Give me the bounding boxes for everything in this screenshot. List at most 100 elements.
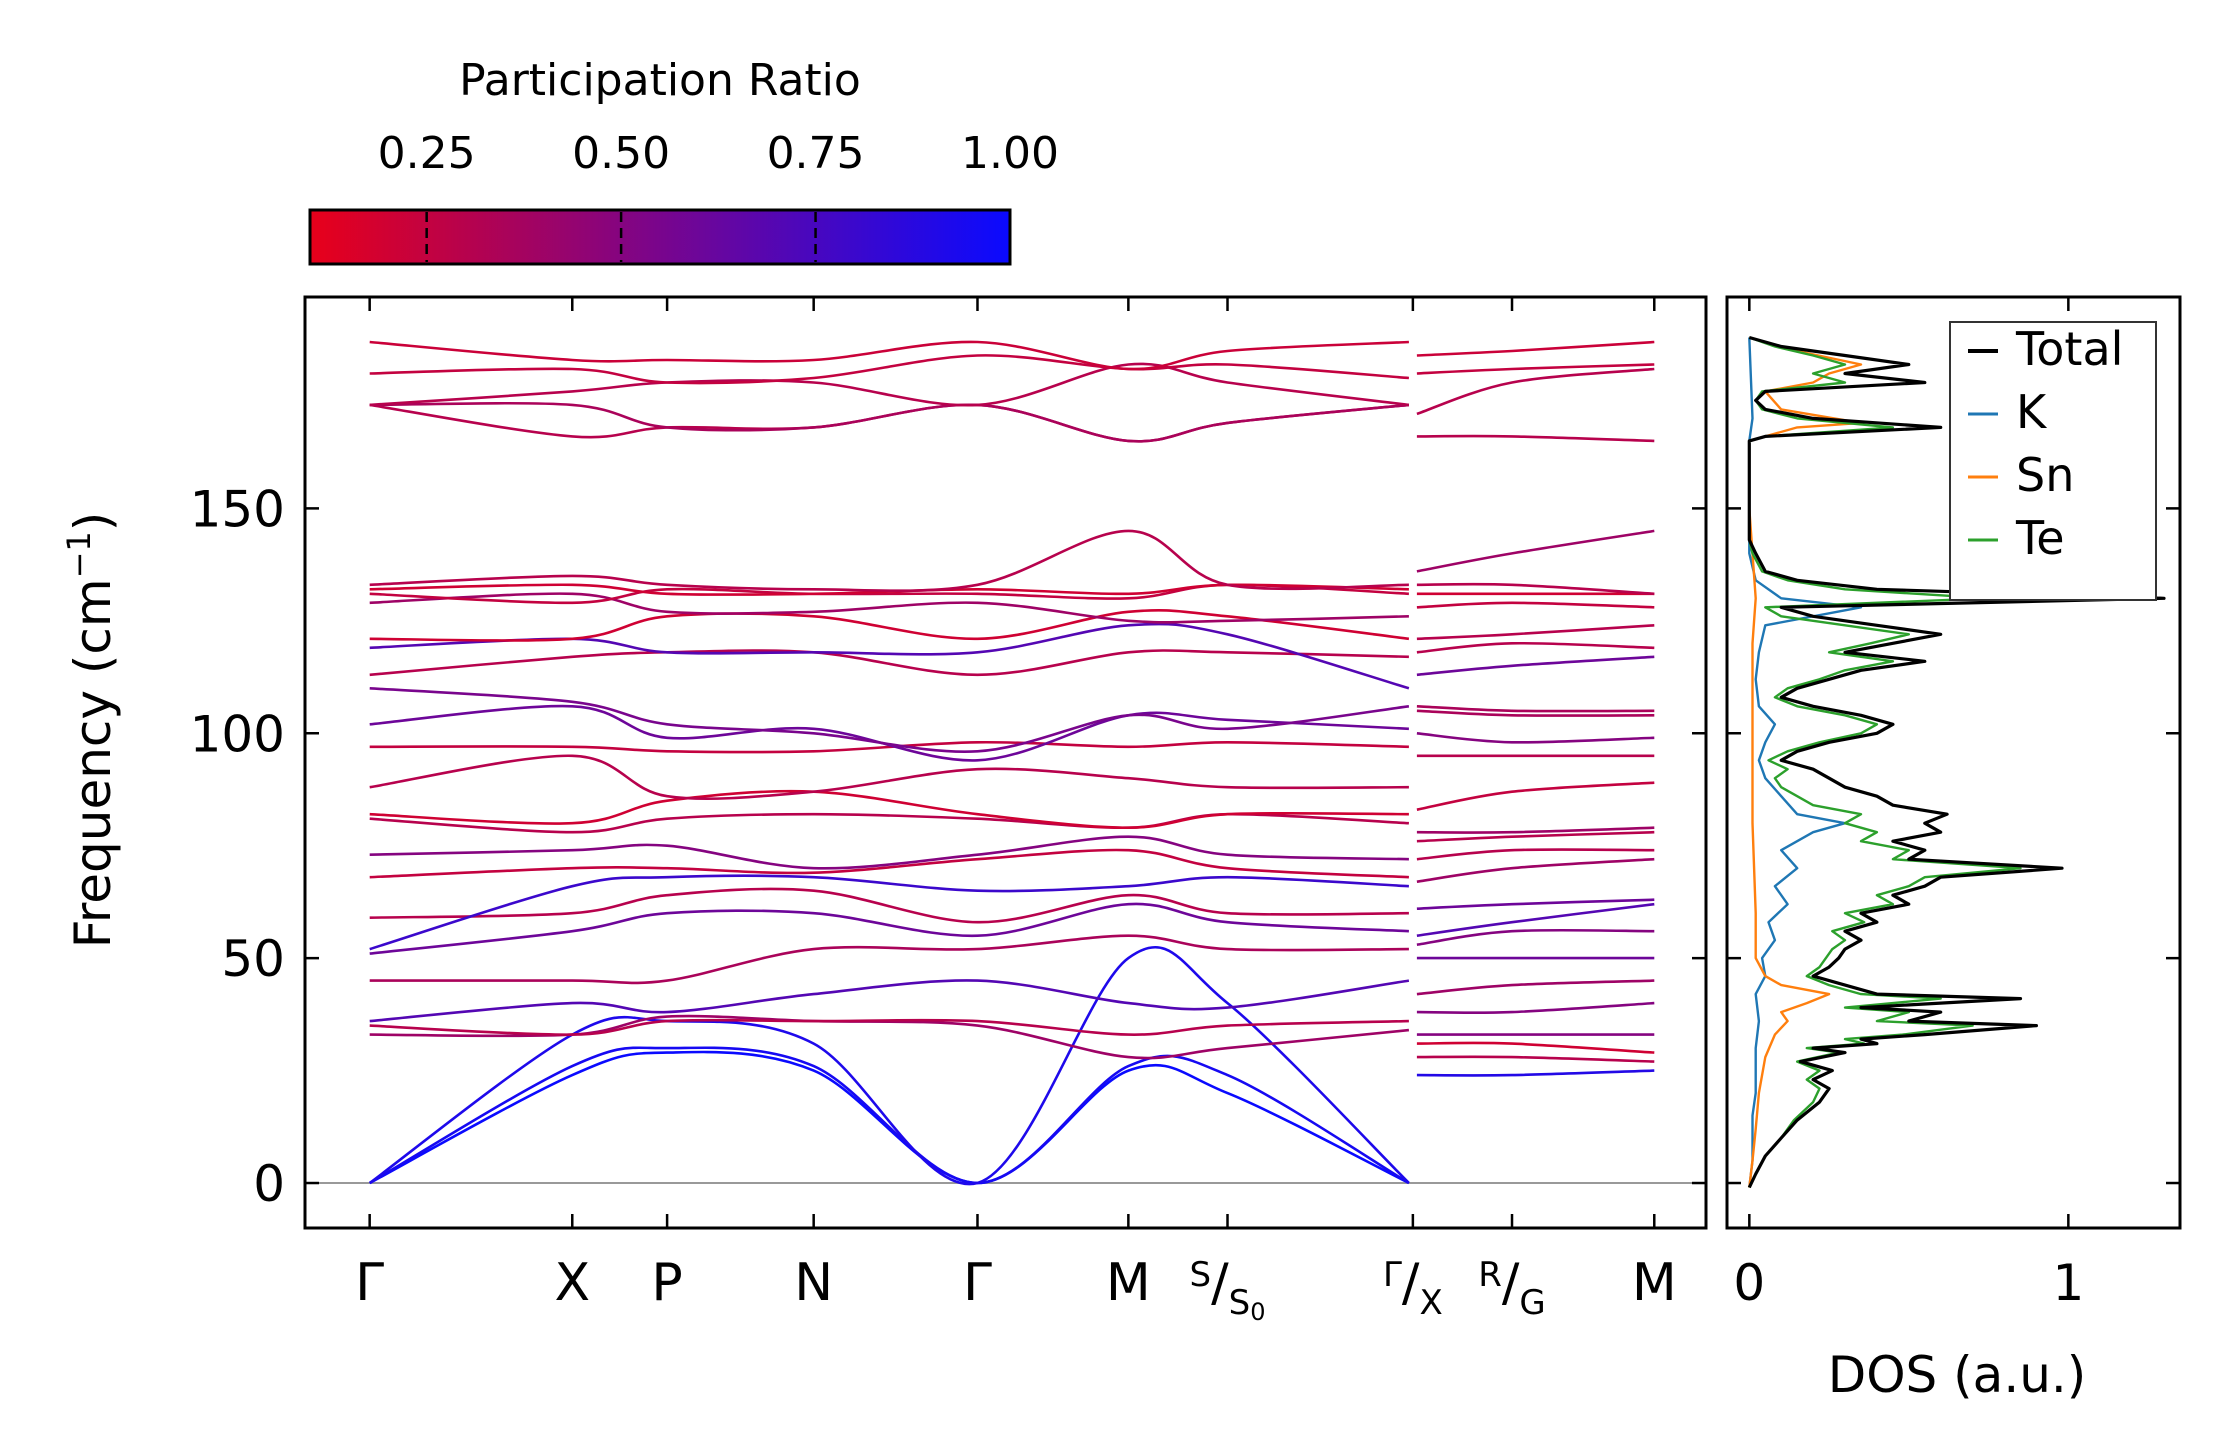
band-line [369,1050,1410,1185]
band-line [369,874,1409,951]
colorbar-tick-label: 0.50 [572,128,670,179]
band-line-right [1416,732,1655,744]
dos-series-k [1748,337,1863,1188]
band-line [369,649,1409,677]
band-line-right [1416,830,1655,843]
kpoint-label: S/S0 [1190,1253,1266,1326]
band-line-right [1416,857,1655,883]
dos-series-total [1747,335,2166,1189]
colorbar-title: Participation Ratio [459,55,861,106]
colorbar-tick-label: 0.25 [378,128,476,179]
band-line [369,902,1409,955]
dispersion-ticks: 0 50 100 150 Γ X P N Γ M S/S0 Γ/X R/G M [190,297,2180,1326]
band-line [369,1014,1410,1060]
band-line [369,789,1409,830]
legend-label: Te [2015,511,2065,565]
band-line-right [1416,705,1655,713]
kpoint-label: Γ [963,1253,992,1313]
band-line [369,754,1409,801]
band-line [369,1018,1409,1036]
colorbar-gradient [308,208,1012,266]
band-line-right [1416,529,1655,573]
band-line-right [1416,928,1655,946]
band-line [369,848,1409,879]
band-line-right [1416,898,1655,910]
kpoint-label: P [651,1253,682,1313]
dos-legend: Total K Sn Te [1949,321,2157,601]
y-tick-label: 100 [190,705,285,763]
kpoint-label: Γ [355,1253,384,1313]
kpoint-label: Γ/X [1383,1253,1443,1323]
band-line-right [1416,709,1655,717]
band-line [369,401,1410,443]
dispersion-plot: 0 50 100 150 Γ X P N Γ M S/S0 Γ/X R/G M Frequency (cm… [60,295,2180,1326]
band-line-right [1416,781,1655,811]
band-lines [305,340,1706,1186]
band-line [369,887,1409,924]
band-line-right [1416,979,1655,996]
colorbar-tick-label: 1.00 [961,128,1059,179]
band-line [369,340,1409,371]
y-axis-label: Frequency (cm−1) [60,512,122,949]
legend-label: Total [2015,322,2123,376]
y-tick-label: 150 [190,480,285,538]
band-line [369,354,1409,385]
y-tick-label: 50 [221,930,285,988]
band-line [369,934,1409,985]
band-line-right [1416,367,1655,416]
kpoint-label: X [554,1253,590,1313]
band-line [369,835,1409,870]
dos-x-tick-label: 1 [2052,1254,2084,1312]
kpoint-label: N [794,1253,833,1313]
y-tick-label: 0 [253,1155,285,1213]
colorbar-ticks: 0.25 0.50 0.75 1.00 [378,128,1059,262]
kpoint-label: R/G [1478,1253,1546,1323]
dos-x-axis-label: DOS (a.u.) [1828,1346,2087,1404]
kpoint-label: M [1106,1253,1151,1313]
band-line-right [1416,601,1655,609]
kpoint-label: M [1632,1253,1677,1313]
band-line [369,687,1410,753]
band-line-right [1416,655,1655,677]
band-line-right [1416,826,1655,834]
band-line-right [1416,582,1655,596]
band-line [369,608,1410,642]
band-line-right [1416,434,1655,443]
band-line-right [1416,1041,1655,1054]
legend-label: K [2016,385,2048,439]
band-line [369,362,1410,407]
band-line-right [1416,641,1655,654]
band-line-right [1416,363,1655,375]
band-line [369,1046,1410,1185]
y-axis-label-sup: −1 [60,531,98,578]
band-line [369,979,1410,1023]
y-axis-label-main: Frequency (cm [64,578,122,948]
dos-series-sn [1748,336,1863,1188]
band-line-right [1416,1055,1655,1063]
band-line [369,592,1409,624]
band-line-right [1416,1001,1655,1015]
colorbar-tick-label: 0.75 [767,128,865,179]
band-line-right [1416,1069,1655,1077]
dispersion-frame [303,295,1708,1230]
legend-label: Sn [2016,448,2074,502]
band-line [369,403,1410,443]
band-line-right [1416,340,1655,357]
y-axis-label-close: ) [64,512,122,532]
band-line [369,622,1410,690]
band-line-right [1416,848,1655,861]
colorbar: Participation Ratio 0.25 0.50 0.75 1.00 [308,55,1059,266]
band-line [368,946,1410,1186]
legend-frame [1949,321,2157,601]
band-line [369,740,1409,754]
band-line [369,704,1409,762]
band-line [369,529,1409,593]
dos-x-tick-label: 0 [1733,1254,1765,1312]
dos-frame [1725,295,2182,1230]
band-line-right [1416,624,1655,641]
dos-lines [1747,335,2166,1189]
band-line-right [1416,902,1655,937]
